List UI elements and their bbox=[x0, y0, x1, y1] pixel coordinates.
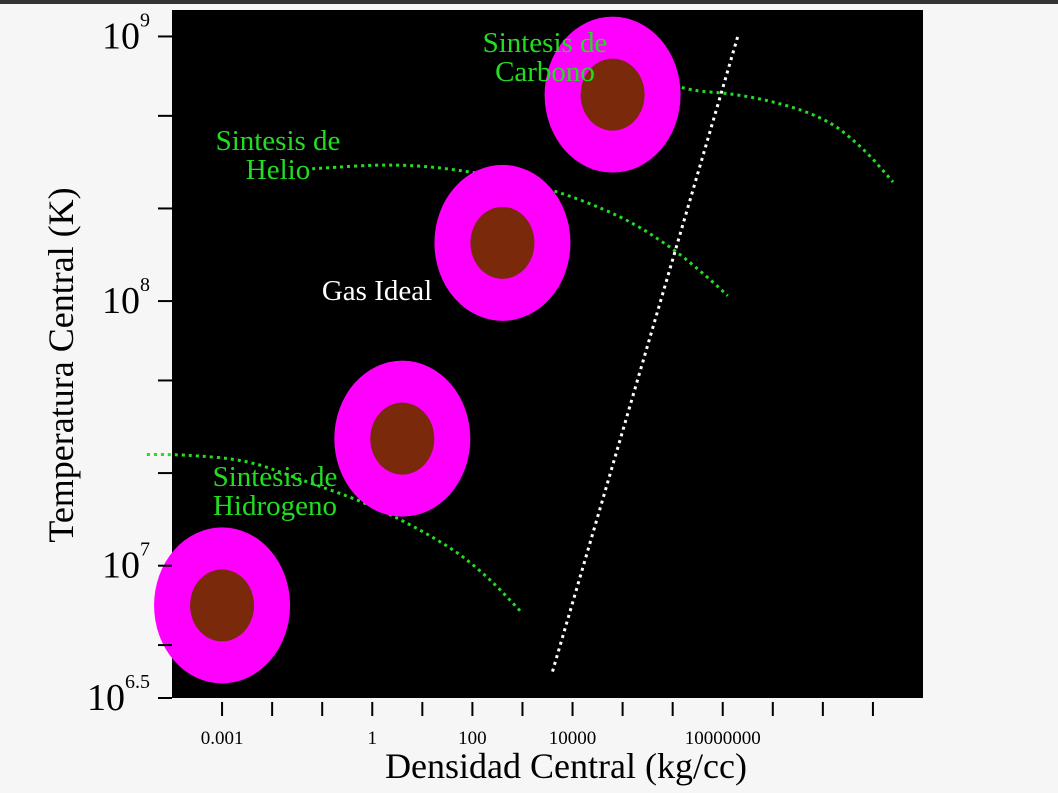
y-tick-exponent: 8 bbox=[140, 274, 150, 296]
plot-area bbox=[172, 10, 923, 698]
carbon-synthesis-label: Sintesis de Carbono bbox=[483, 27, 608, 88]
x-tick-label: 0.001 bbox=[201, 728, 244, 749]
y-tick-exponent: 6.5 bbox=[125, 671, 150, 693]
y-tick-exponent: 7 bbox=[140, 539, 150, 561]
y-tick-base: 10 bbox=[87, 677, 125, 719]
y-tick-base: 10 bbox=[102, 545, 140, 587]
carbon-synthesis-label-line-1: Sintesis de bbox=[483, 27, 608, 59]
hydrogen-synthesis-label-line-2: Hidrogeno bbox=[213, 490, 337, 522]
gas-ideal-label: Gas Ideal bbox=[322, 275, 432, 307]
helium-synthesis-label-line-1: Sintesis de bbox=[216, 125, 341, 157]
carbon-synthesis-label-line-2: Carbono bbox=[495, 56, 595, 88]
x-axis-label: Densidad Central (kg/cc) bbox=[385, 746, 747, 786]
y-tick-label: 108 bbox=[102, 274, 150, 322]
helium-burning-curve bbox=[312, 163, 729, 297]
y-tick-base: 10 bbox=[102, 15, 140, 57]
ideal-degenerate-boundary-line bbox=[551, 36, 740, 672]
star-core-3 bbox=[470, 206, 535, 279]
y-axis-label: Temperatura Central (K) bbox=[41, 187, 81, 542]
helium-synthesis-label: Sintesis de Helio bbox=[216, 125, 341, 186]
x-tick-label: 10000000 bbox=[685, 728, 761, 749]
y-tick-label: 107 bbox=[102, 539, 150, 587]
hydrogen-synthesis-label: Sintesis de Hidrogeno bbox=[213, 461, 338, 522]
window-top-border bbox=[0, 0, 1058, 4]
y-tick-exponent: 9 bbox=[140, 9, 150, 31]
y-tick-label: 106.5 bbox=[87, 671, 150, 719]
stars-layer bbox=[154, 16, 681, 684]
boundary-layer bbox=[551, 36, 740, 672]
helium-synthesis-label-line-2: Helio bbox=[246, 154, 310, 186]
hydrogen-synthesis-label-line-1: Sintesis de bbox=[213, 461, 338, 493]
star-core-4 bbox=[580, 58, 645, 131]
star-core-1 bbox=[190, 569, 255, 642]
x-tick-label: 10000 bbox=[549, 728, 597, 749]
y-tick-label: 109 bbox=[102, 9, 150, 57]
x-tick-label: 1 bbox=[368, 728, 378, 749]
x-tick-label: 100 bbox=[458, 728, 487, 749]
star-core-2 bbox=[370, 402, 435, 475]
gas-ideal-label-line-1: Gas Ideal bbox=[322, 275, 432, 307]
y-tick-base: 10 bbox=[102, 280, 140, 322]
